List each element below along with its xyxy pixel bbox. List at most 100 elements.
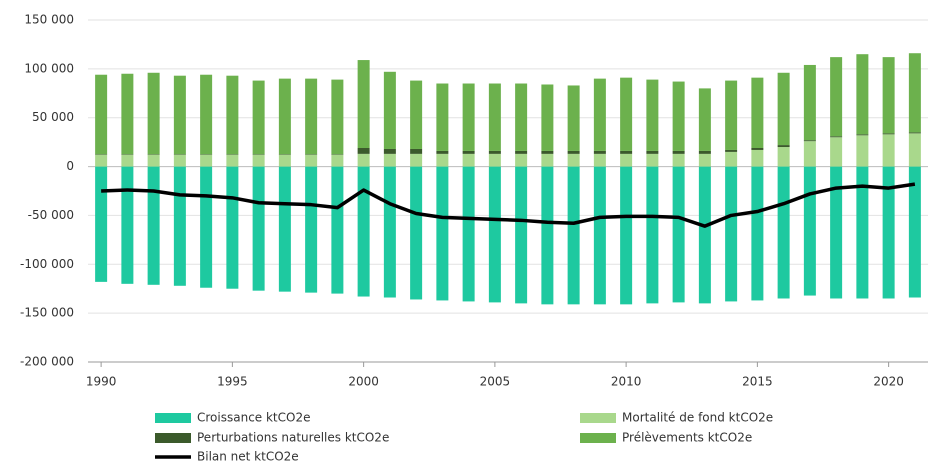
bar xyxy=(358,167,370,297)
bar xyxy=(95,155,107,167)
bar xyxy=(436,151,448,154)
bar xyxy=(725,81,737,150)
bar xyxy=(148,155,160,167)
bar xyxy=(725,150,737,152)
bar xyxy=(594,79,606,151)
bar xyxy=(673,154,685,167)
bar xyxy=(463,84,475,151)
bar xyxy=(804,65,816,140)
bar xyxy=(463,151,475,154)
bar xyxy=(515,84,527,151)
bar xyxy=(673,167,685,303)
legend-swatch xyxy=(580,413,616,423)
bar xyxy=(121,155,133,167)
bar xyxy=(253,81,265,155)
bar xyxy=(830,137,842,166)
bar xyxy=(253,155,265,167)
bar xyxy=(778,145,790,147)
bar xyxy=(883,133,895,134)
bar xyxy=(909,53,921,132)
bar xyxy=(148,167,160,285)
bar xyxy=(410,81,422,149)
y-tick-label: 150 000 xyxy=(24,13,74,27)
bar xyxy=(909,133,921,166)
bar xyxy=(646,154,658,167)
bar xyxy=(699,167,711,304)
y-tick-label: -100 000 xyxy=(20,257,74,271)
bar xyxy=(305,155,317,167)
bar xyxy=(358,154,370,167)
bar xyxy=(305,79,317,155)
bar xyxy=(594,167,606,305)
bar xyxy=(253,167,265,291)
bar xyxy=(751,148,763,150)
bar xyxy=(699,88,711,151)
bar xyxy=(856,54,868,134)
y-tick-label: 100 000 xyxy=(24,61,74,75)
bar xyxy=(568,167,580,305)
bar xyxy=(515,154,527,167)
bar xyxy=(95,167,107,282)
bar xyxy=(830,57,842,136)
x-tick-label: 2010 xyxy=(611,375,642,389)
bar xyxy=(436,84,448,151)
bar xyxy=(699,154,711,167)
bar xyxy=(200,75,212,155)
bar xyxy=(331,155,343,167)
bar xyxy=(489,151,501,154)
bar xyxy=(778,167,790,299)
x-tick-label: 2020 xyxy=(873,375,904,389)
bar xyxy=(174,155,186,167)
bar xyxy=(436,154,448,167)
bar xyxy=(174,167,186,286)
y-tick-label: 0 xyxy=(66,159,74,173)
bar xyxy=(646,80,658,151)
bar xyxy=(909,132,921,133)
bar xyxy=(673,151,685,154)
bar xyxy=(541,151,553,154)
bar xyxy=(305,167,317,293)
bar xyxy=(410,167,422,300)
bar xyxy=(384,154,396,167)
y-tick-label: -200 000 xyxy=(20,355,74,369)
bar xyxy=(751,78,763,148)
bar xyxy=(620,78,632,151)
legend-label: Prélèvements ktCO2e xyxy=(622,431,752,445)
bar xyxy=(226,155,238,167)
x-tick-label: 2000 xyxy=(348,375,379,389)
bar xyxy=(174,76,186,155)
y-tick-label: 50 000 xyxy=(32,110,74,124)
bar xyxy=(856,134,868,135)
bar xyxy=(489,167,501,303)
bar xyxy=(568,151,580,154)
bar xyxy=(384,167,396,298)
bar xyxy=(148,73,160,155)
bar xyxy=(358,148,370,154)
y-tick-label: -50 000 xyxy=(28,208,74,222)
bar xyxy=(436,167,448,301)
bar xyxy=(279,155,291,167)
bar xyxy=(751,167,763,301)
bar xyxy=(200,167,212,288)
legend-swatch xyxy=(580,433,616,443)
bar xyxy=(541,84,553,150)
bar xyxy=(856,135,868,166)
bar xyxy=(331,167,343,294)
bar xyxy=(541,154,553,167)
bar xyxy=(463,167,475,302)
legend-label: Croissance ktCO2e xyxy=(197,411,310,425)
bar xyxy=(568,154,580,167)
legend-label: Mortalité de fond ktCO2e xyxy=(622,411,773,425)
bar xyxy=(673,82,685,151)
x-tick-label: 1990 xyxy=(86,375,117,389)
bar xyxy=(804,167,816,296)
bar xyxy=(121,74,133,155)
x-tick-label: 2015 xyxy=(742,375,773,389)
bar xyxy=(594,151,606,154)
bar xyxy=(804,140,816,141)
bar xyxy=(515,167,527,304)
bar xyxy=(646,151,658,154)
bar xyxy=(568,85,580,150)
bar xyxy=(778,147,790,167)
